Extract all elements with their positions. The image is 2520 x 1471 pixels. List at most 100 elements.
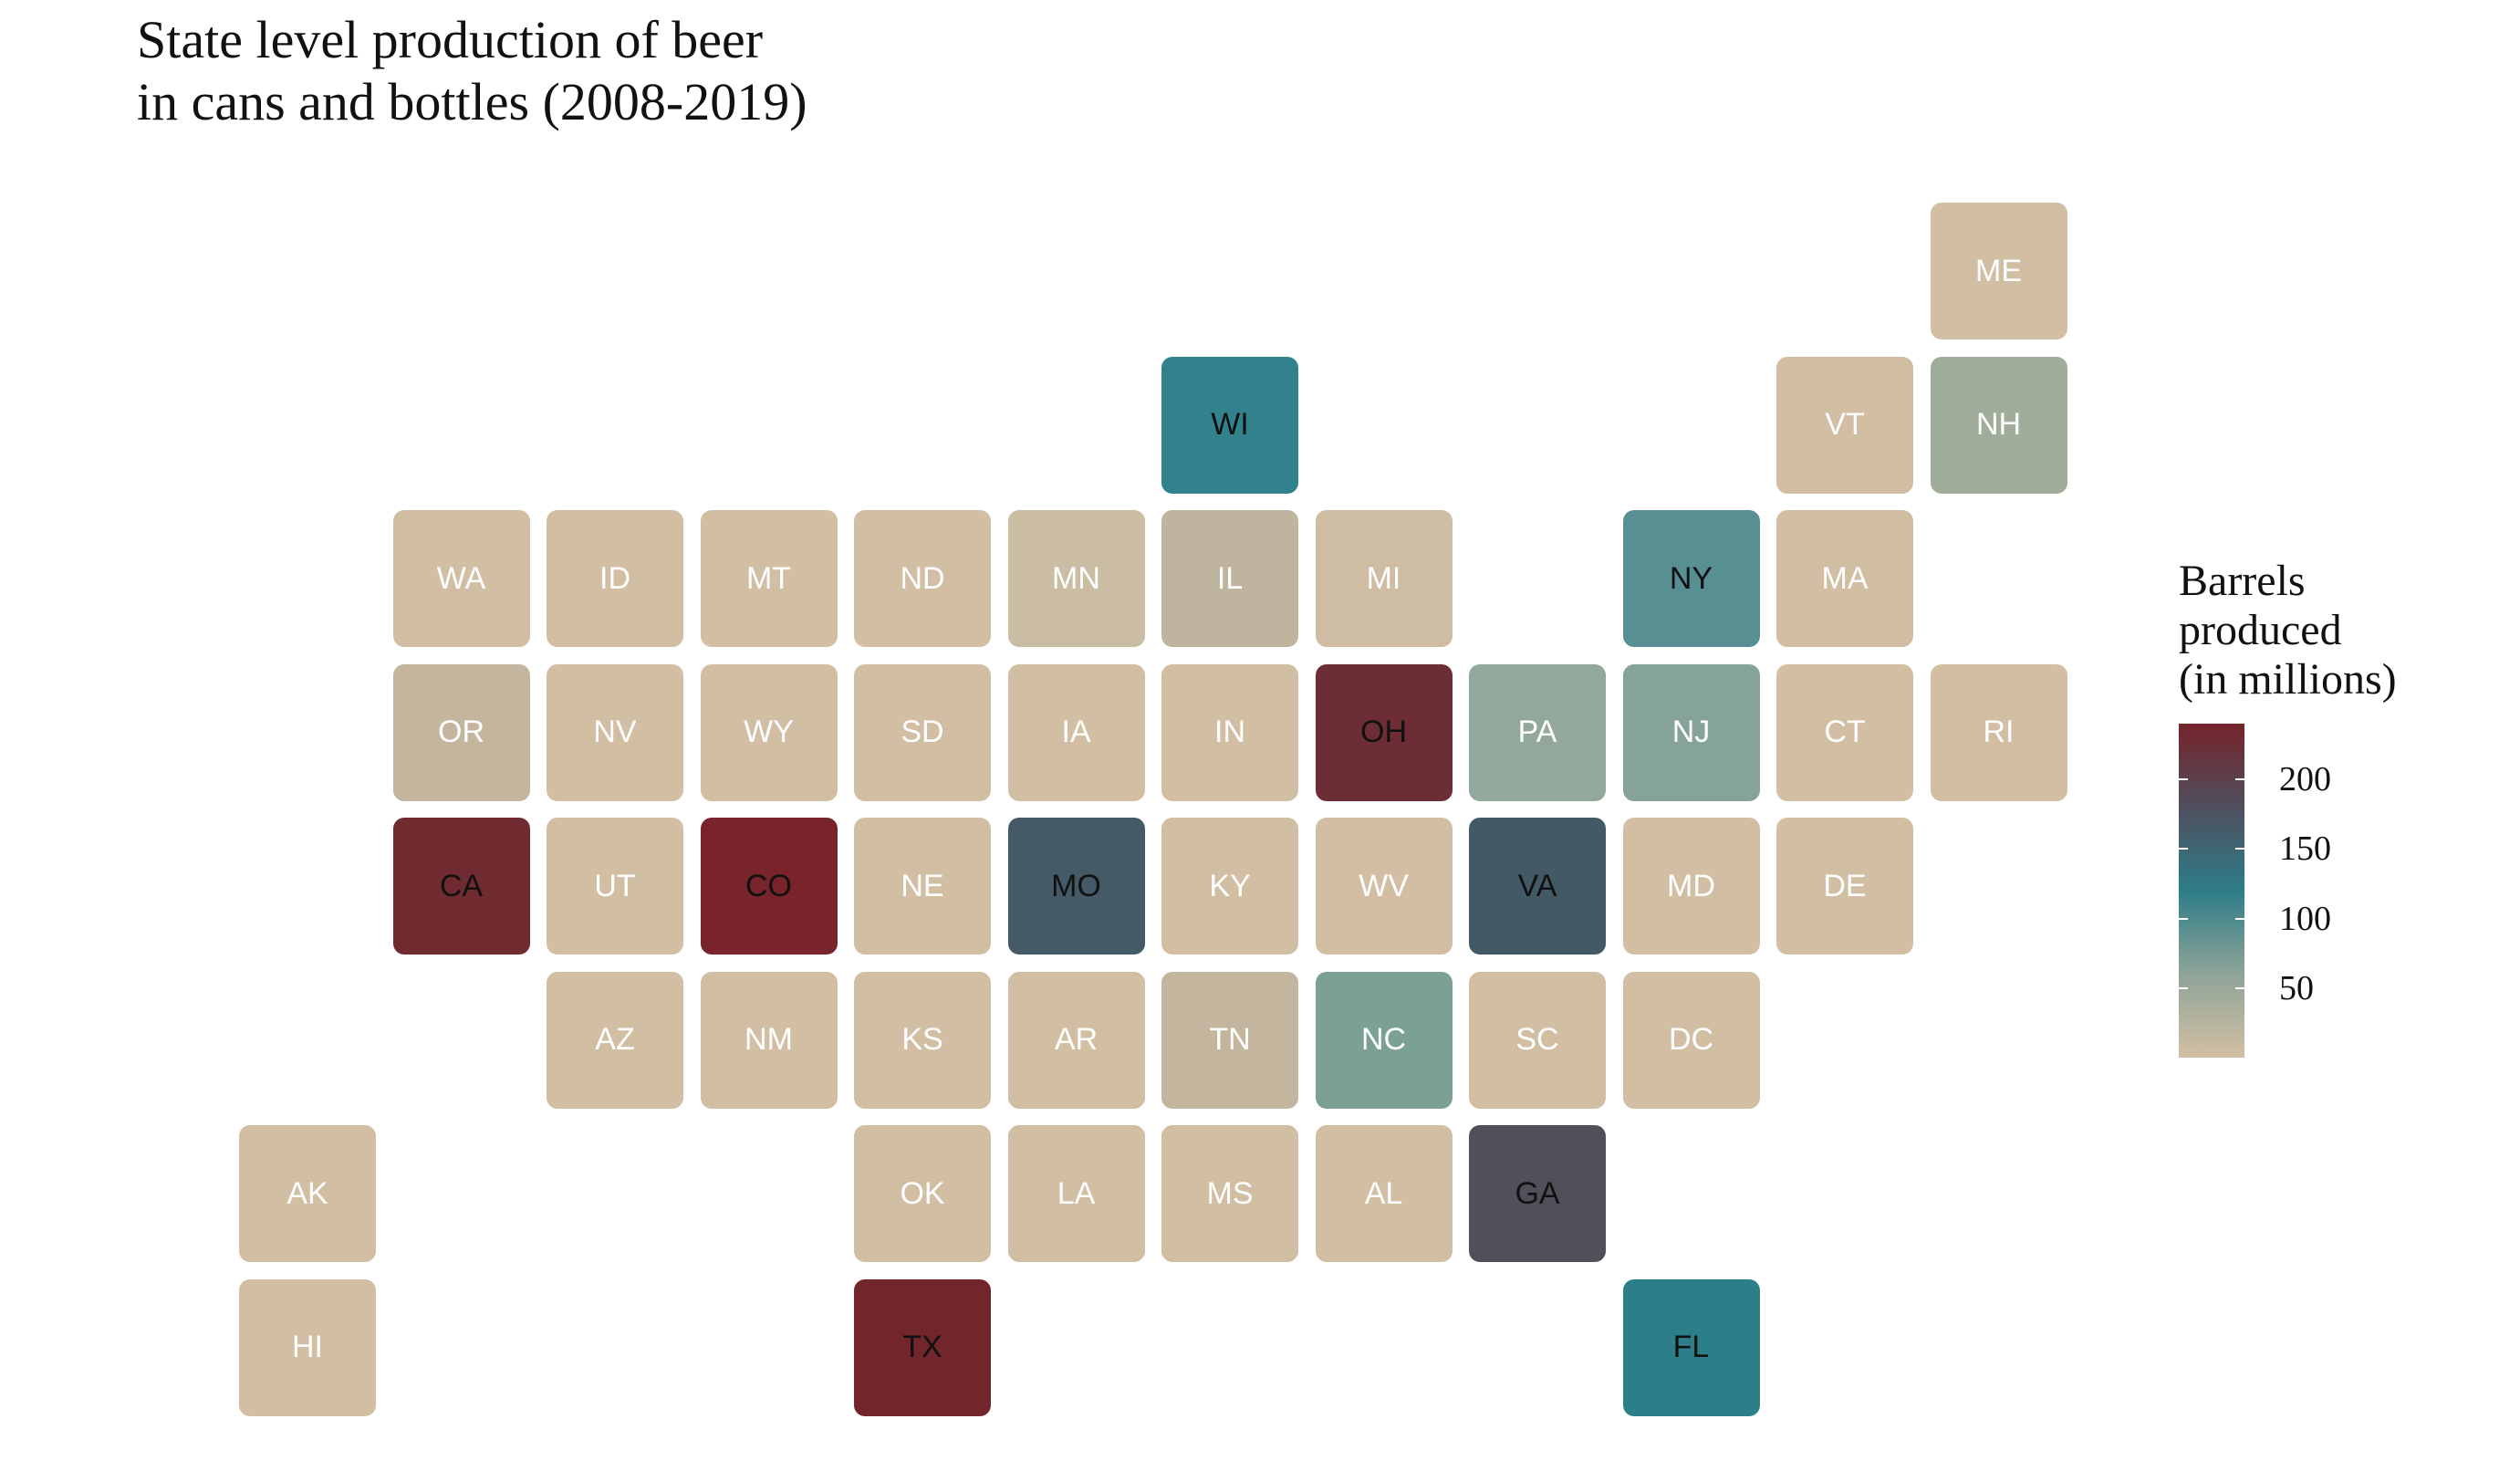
legend-tick-label: 100 xyxy=(2279,899,2331,938)
state-label: KS xyxy=(901,1022,943,1057)
state-label: MT xyxy=(745,560,792,596)
state-tile-fl: FL xyxy=(1622,1278,1760,1416)
state-tile-sc: SC xyxy=(1469,971,1606,1109)
state-tile-la: LA xyxy=(1007,1125,1145,1262)
state-label: NJ xyxy=(1671,715,1711,749)
legend-tick-label: 50 xyxy=(2279,968,2314,1007)
state-tile-sd: SD xyxy=(854,663,991,801)
state-tile-dc: DC xyxy=(1622,971,1760,1109)
state-label: CA xyxy=(439,868,484,903)
state-label: MO xyxy=(1051,868,1101,903)
state-tile-ok: OK xyxy=(854,1125,991,1262)
state-label: DC xyxy=(1668,1022,1714,1057)
state-tile-ct: CT xyxy=(1776,663,1913,801)
state-label: NE xyxy=(901,868,944,903)
state-tile-de: DE xyxy=(1776,818,1913,955)
legend-title-line-3: (in millions) xyxy=(2179,655,2397,704)
state-tile-nv: NV xyxy=(547,663,683,801)
state-tile-nm: NM xyxy=(700,971,838,1109)
state-tile-nj: NJ xyxy=(1622,663,1760,801)
state-tile-ma: MA xyxy=(1776,510,1913,647)
state-tile-ks: KS xyxy=(854,971,991,1109)
state-tile-nh: NH xyxy=(1930,356,2067,494)
state-label: NM xyxy=(745,1022,793,1057)
state-tile-tx: TX xyxy=(854,1278,991,1416)
state-label: IA xyxy=(1061,715,1091,749)
state-tile-ms: MS xyxy=(1161,1125,1298,1262)
state-tile-ri: RI xyxy=(1930,663,2067,801)
legend-tick-mark xyxy=(2235,917,2244,920)
legend-tick-mark xyxy=(2179,848,2188,850)
state-tile-md: MD xyxy=(1622,818,1760,955)
state-label: AR xyxy=(1054,1022,1099,1057)
state-tile-wy: WY xyxy=(700,663,838,801)
state-label: NC xyxy=(1360,1022,1407,1057)
legend-tick-mark xyxy=(2179,778,2188,780)
state-label: OH xyxy=(1360,715,1407,749)
state-tile-in: IN xyxy=(1161,663,1298,801)
state-tile-il: IL xyxy=(1161,510,1298,647)
state-tile-tn: TN xyxy=(1161,971,1298,1109)
state-tile-mt: MT xyxy=(700,510,838,647)
state-tile-oh: OH xyxy=(1315,663,1453,801)
state-tile-az: AZ xyxy=(547,971,683,1109)
state-label: IN xyxy=(1214,715,1245,749)
state-tile-hi: HI xyxy=(239,1278,376,1416)
state-label: MA xyxy=(1821,560,1869,596)
state-label: OK xyxy=(900,1175,945,1211)
state-label: VT xyxy=(1825,407,1865,442)
state-tile-ky: KY xyxy=(1161,818,1298,955)
legend-color-bar xyxy=(2179,724,2244,1058)
state-label: VA xyxy=(1517,868,1557,903)
state-label: IL xyxy=(1216,560,1244,596)
state-tile-pa: PA xyxy=(1469,663,1606,801)
state-label: WI xyxy=(1211,407,1249,442)
state-label: TN xyxy=(1209,1022,1251,1057)
state-label: CT xyxy=(1824,715,1866,749)
title-line-2: in cans and bottles (2008-2019) xyxy=(137,72,807,131)
state-label: NY xyxy=(1669,560,1713,596)
state-label: AL xyxy=(1364,1175,1403,1211)
state-label: CO xyxy=(745,868,792,903)
state-tile-me: ME xyxy=(1930,203,2067,339)
state-label: SD xyxy=(901,715,944,749)
state-label: MI xyxy=(1366,560,1401,596)
state-tile-mn: MN xyxy=(1007,510,1145,647)
state-tile-ia: IA xyxy=(1007,663,1145,801)
state-tile-ak: AK xyxy=(239,1125,376,1262)
state-tile-co: CO xyxy=(700,818,838,955)
map-title: State level production of beer in cans a… xyxy=(137,9,807,133)
state-tile-al: AL xyxy=(1315,1125,1453,1262)
state-label: SC xyxy=(1515,1022,1559,1057)
state-tile-ar: AR xyxy=(1007,971,1145,1109)
state-label: NH xyxy=(1975,407,2022,442)
state-tile-mo: MO xyxy=(1007,818,1145,955)
legend-tick-mark xyxy=(2179,917,2188,920)
state-label: FL xyxy=(1672,1330,1710,1364)
state-tile-wi: WI xyxy=(1161,356,1298,494)
state-tile-wv: WV xyxy=(1315,818,1453,955)
state-tile-id: ID xyxy=(547,510,683,647)
state-label: MS xyxy=(1206,1175,1254,1211)
state-label: AK xyxy=(286,1175,328,1211)
state-label: UT xyxy=(594,868,636,903)
state-label: PA xyxy=(1517,715,1557,749)
state-tile-ne: NE xyxy=(854,818,991,955)
state-tile-ny: NY xyxy=(1622,510,1760,647)
state-label: WV xyxy=(1359,868,1409,903)
state-label: WA xyxy=(436,560,486,596)
state-label: RI xyxy=(1983,715,2015,749)
state-tile-vt: VT xyxy=(1776,356,1913,494)
state-label: TX xyxy=(902,1330,942,1364)
legend-tick-mark xyxy=(2235,848,2244,850)
state-label: AZ xyxy=(595,1022,635,1057)
title-line-1: State level production of beer xyxy=(137,10,764,69)
state-label: KY xyxy=(1209,868,1251,903)
state-tile-va: VA xyxy=(1469,818,1606,955)
state-tile-ga: GA xyxy=(1469,1125,1606,1262)
state-tile-ca: CA xyxy=(392,818,530,955)
state-label: GA xyxy=(1515,1175,1560,1211)
legend-title-line-1: Barrels xyxy=(2179,557,2306,605)
state-tile-nc: NC xyxy=(1315,971,1453,1109)
state-tile-or: OR xyxy=(392,663,530,801)
